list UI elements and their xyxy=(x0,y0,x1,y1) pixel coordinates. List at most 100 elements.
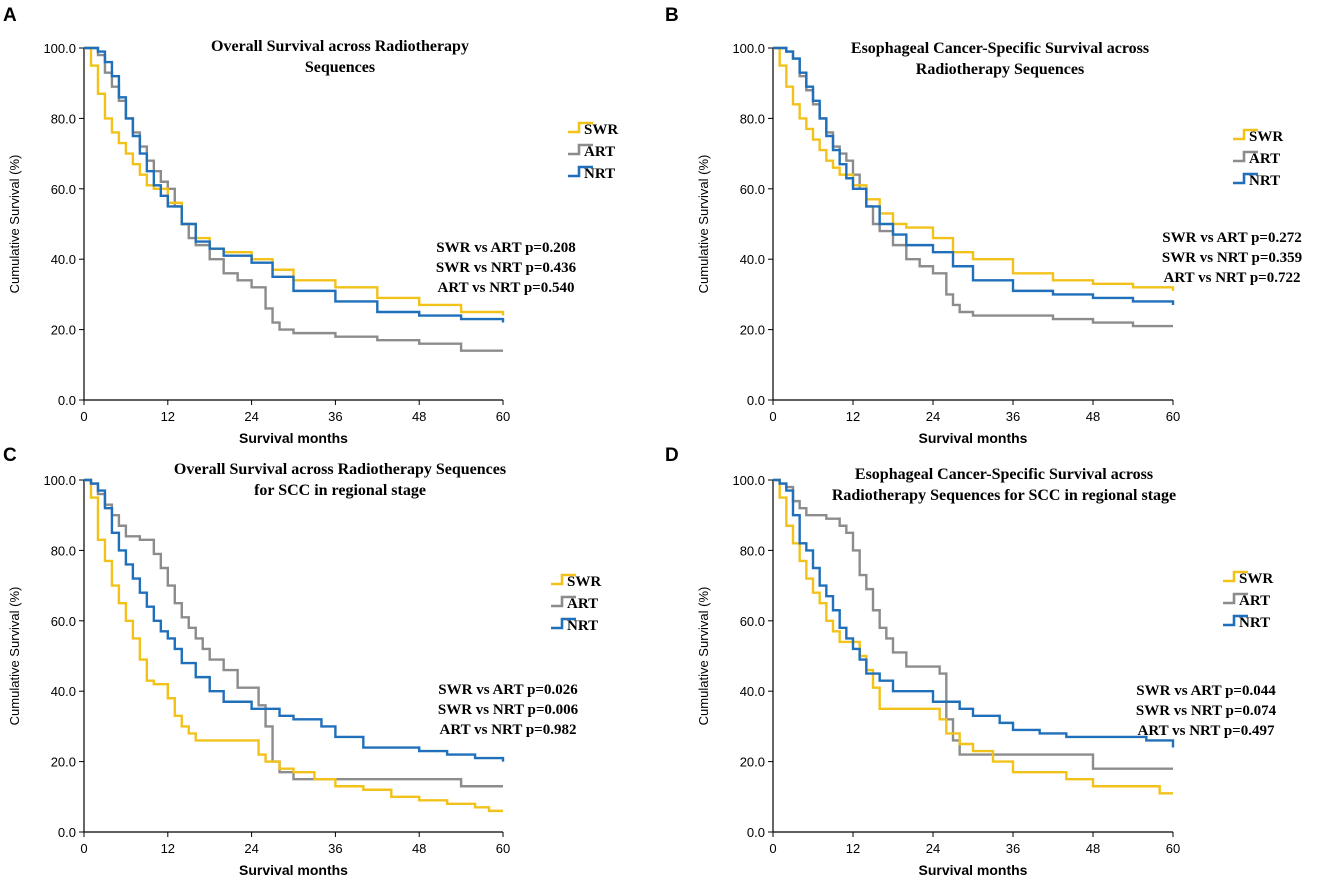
y-tick-label: 20.0 xyxy=(740,323,765,338)
y-tick-label: 100.0 xyxy=(732,473,765,488)
legend-label-art: ART xyxy=(567,596,598,612)
y-axis-label: Cumulative Survival (%) xyxy=(696,587,711,726)
x-tick-label: 12 xyxy=(846,841,860,856)
x-axis-label: Survival months xyxy=(919,862,1028,878)
legend-swatch-nrt xyxy=(568,165,593,178)
y-axis-label: Cumulative Survival (%) xyxy=(7,587,22,726)
y-tick-label: 60.0 xyxy=(740,182,765,197)
y-tick-label: 100.0 xyxy=(732,41,765,56)
legend-swatch-art xyxy=(1223,592,1248,605)
y-tick-label: 100.0 xyxy=(43,41,76,56)
x-tick-label: 48 xyxy=(1086,409,1100,424)
x-tick-label: 24 xyxy=(244,409,258,424)
y-tick-label: 0.0 xyxy=(747,825,765,840)
x-tick-label: 24 xyxy=(926,409,940,424)
km-chart-a: A Overall Survival across Radiotherapy Seq… xyxy=(3,5,618,446)
chart-panel-a: A Overall Survival across Radiotherapy Seq… xyxy=(0,0,662,446)
km-chart-d: D Esophageal Cancer-Specific Survival acr… xyxy=(665,445,1277,878)
y-tick-label: 20.0 xyxy=(51,323,76,338)
legend-label-swr: SWR xyxy=(1249,129,1283,145)
survival-curve-swr xyxy=(773,46,1175,291)
survival-curve-nrt xyxy=(773,46,1175,305)
y-axis-label: Cumulative Survival (%) xyxy=(696,155,711,294)
legend-label-nrt: NRT xyxy=(584,166,615,182)
y-tick-label: 80.0 xyxy=(740,543,765,558)
legend-swatch-nrt xyxy=(551,617,576,630)
y-tick-label: 0.0 xyxy=(58,825,76,840)
survival-curve-nrt xyxy=(773,478,1175,748)
x-axis-label: Survival months xyxy=(919,430,1028,446)
y-tick-label: 0.0 xyxy=(747,393,765,408)
chart-panel-b: B Esophageal Cancer-Specific Survival acr… xyxy=(662,0,1324,446)
chart-title-line: Overall Survival across Radiotherapy xyxy=(211,38,469,55)
x-tick-label: 60 xyxy=(496,409,510,424)
x-tick-label: 48 xyxy=(412,409,426,424)
p-value-text: SWR vs ART p=0.208 xyxy=(436,240,575,256)
p-value-text: ART vs NRT p=0.540 xyxy=(438,280,575,296)
p-value-text: SWR vs ART p=0.272 xyxy=(1162,230,1301,246)
y-tick-label: 20.0 xyxy=(740,755,765,770)
chart-panel-d: D Esophageal Cancer-Specific Survival acr… xyxy=(662,440,1324,880)
legend-label-swr: SWR xyxy=(584,122,618,138)
panel-letter: C xyxy=(3,445,17,466)
p-value-text: ART vs NRT p=0.497 xyxy=(1138,723,1275,739)
x-tick-label: 48 xyxy=(412,841,426,856)
p-value-text: SWR vs NRT p=0.359 xyxy=(1162,250,1302,266)
y-tick-label: 40.0 xyxy=(51,252,76,267)
x-axis-label: Survival months xyxy=(239,862,348,878)
y-tick-label: 100.0 xyxy=(43,473,76,488)
panel-letter: A xyxy=(3,5,17,26)
chart-title-line: Sequences xyxy=(305,59,375,76)
y-tick-label: 40.0 xyxy=(51,684,76,699)
p-value-text: ART vs NRT p=0.982 xyxy=(440,722,577,738)
survival-curve-art xyxy=(84,478,503,788)
y-tick-label: 20.0 xyxy=(51,755,76,770)
x-tick-label: 36 xyxy=(328,409,342,424)
legend-label-swr: SWR xyxy=(567,574,601,590)
survival-curve-swr xyxy=(773,478,1173,795)
legend-swatch-art xyxy=(1233,150,1258,163)
x-tick-label: 48 xyxy=(1086,841,1100,856)
chart-title-line: for SCC in regional stage xyxy=(254,482,426,499)
p-value-text: SWR vs NRT p=0.074 xyxy=(1136,703,1277,719)
x-tick-label: 36 xyxy=(1006,841,1020,856)
panel-letter: B xyxy=(665,5,679,26)
panel-letter: D xyxy=(665,445,679,466)
km-chart-b: B Esophageal Cancer-Specific Survival acr… xyxy=(665,5,1302,446)
survival-curve-nrt xyxy=(84,478,505,762)
p-value-text: SWR vs NRT p=0.436 xyxy=(436,260,577,276)
x-tick-label: 0 xyxy=(80,841,87,856)
survival-curve-nrt xyxy=(84,46,505,323)
legend-label-art: ART xyxy=(584,144,615,160)
legend-swatch-nrt xyxy=(1223,614,1248,627)
x-tick-label: 12 xyxy=(161,841,175,856)
legend-label-nrt: NRT xyxy=(567,618,598,634)
x-tick-label: 24 xyxy=(926,841,940,856)
km-chart-c: C Overall Survival across Radiotherapy Se… xyxy=(3,445,601,878)
x-tick-label: 0 xyxy=(769,409,776,424)
y-tick-label: 60.0 xyxy=(51,614,76,629)
y-tick-label: 40.0 xyxy=(740,252,765,267)
x-tick-label: 0 xyxy=(80,409,87,424)
y-tick-label: 40.0 xyxy=(740,684,765,699)
y-tick-label: 60.0 xyxy=(51,182,76,197)
legend-label-swr: SWR xyxy=(1239,571,1273,587)
legend-swatch-swr xyxy=(1233,128,1258,141)
y-axis-label: Cumulative Survival (%) xyxy=(7,155,22,294)
survival-curve-swr xyxy=(84,478,503,813)
x-tick-label: 12 xyxy=(846,409,860,424)
legend-swatch-swr xyxy=(1223,570,1248,583)
x-tick-label: 60 xyxy=(1166,841,1180,856)
y-tick-label: 80.0 xyxy=(51,111,76,126)
x-tick-label: 24 xyxy=(244,841,258,856)
legend-swatch-art xyxy=(551,595,576,608)
x-tick-label: 60 xyxy=(1166,409,1180,424)
legend-swatch-nrt xyxy=(1233,172,1258,185)
p-value-text: SWR vs ART p=0.026 xyxy=(438,682,578,698)
legend-label-art: ART xyxy=(1239,593,1270,609)
legend-label-nrt: NRT xyxy=(1249,173,1280,189)
x-axis-label: Survival months xyxy=(239,430,348,446)
x-tick-label: 12 xyxy=(161,409,175,424)
legend-swatch-art xyxy=(568,143,593,156)
chart-title-line: Esophageal Cancer-Specific Survival acro… xyxy=(851,40,1149,57)
